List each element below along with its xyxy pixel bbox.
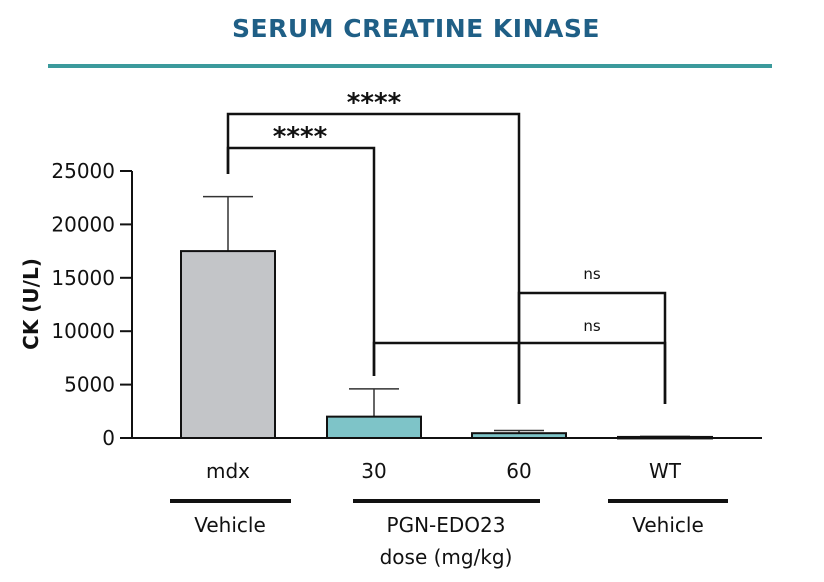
chart-title: SERUM CREATINE KINASE [232, 14, 600, 43]
significance-bracket [226, 146, 376, 376]
bar-30 [326, 415, 422, 440]
significance-bracket [517, 291, 667, 404]
y-tick-label: 15000 [51, 266, 115, 290]
x-tick-label: WT [649, 459, 682, 483]
x-tick-label: 30 [361, 459, 386, 483]
group-label: Vehicle [632, 513, 704, 537]
significance-label: **** [273, 122, 328, 152]
significance-label: ns [583, 265, 601, 283]
y-tick-label: 10000 [51, 319, 115, 343]
significance-bracket [372, 341, 667, 404]
x-tick-label: 60 [506, 459, 531, 483]
significance-label: **** [347, 88, 402, 118]
x-tick-label: mdx [206, 459, 250, 483]
group-label: Vehicle [194, 513, 266, 537]
title-rule [48, 64, 772, 68]
y-tick-label: 20000 [51, 212, 115, 236]
significance-label: ns [583, 317, 601, 335]
y-tick-label: 5000 [64, 373, 115, 397]
group-label: PGN-EDO23 [387, 513, 506, 537]
y-tick-label: 0 [102, 426, 115, 450]
y-tick-label: 25000 [51, 159, 115, 183]
group-sublabel: dose (mg/kg) [380, 545, 513, 569]
bar-mdx [180, 250, 276, 439]
significance-bracket [226, 112, 521, 404]
y-axis-title: CK (U/L) [19, 258, 43, 350]
